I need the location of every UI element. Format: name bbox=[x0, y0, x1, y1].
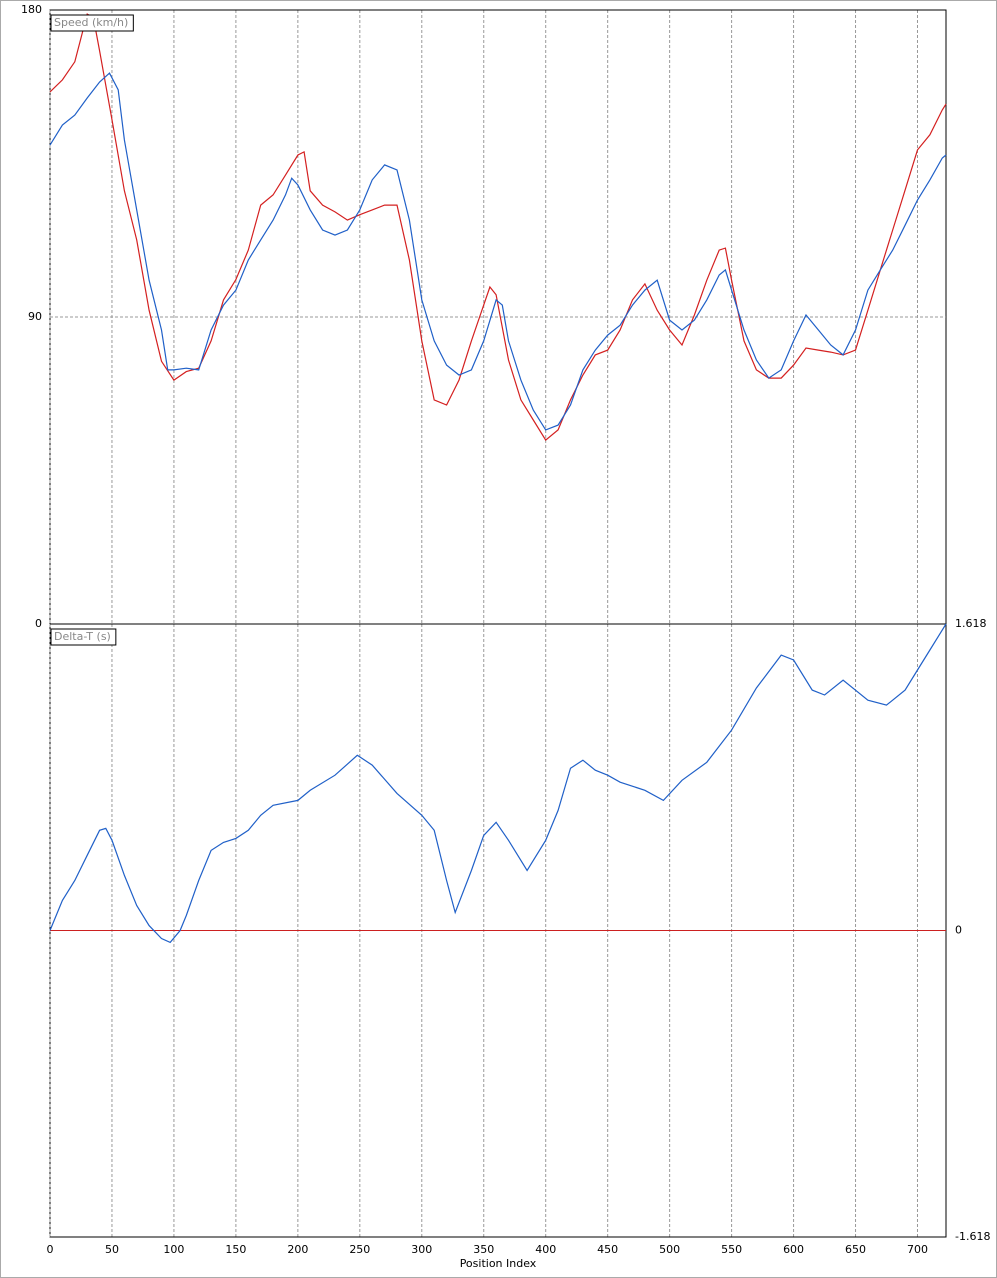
y-tick-label: 0 bbox=[35, 617, 42, 630]
y-tick-label: 1.618 bbox=[955, 617, 987, 630]
x-tick-label: 700 bbox=[907, 1243, 928, 1256]
x-tick-label: 200 bbox=[287, 1243, 308, 1256]
panel-title-box bbox=[50, 628, 117, 646]
x-tick-label: 550 bbox=[721, 1243, 742, 1256]
panel-title: Speed (km/h) bbox=[54, 16, 128, 29]
x-tick-label: 400 bbox=[535, 1243, 556, 1256]
x-tick-label: 250 bbox=[349, 1243, 370, 1256]
series-line bbox=[49, 72, 947, 431]
y-tick-label: 0 bbox=[955, 924, 962, 937]
x-tick-label: 600 bbox=[783, 1243, 804, 1256]
x-tick-label: 150 bbox=[225, 1243, 246, 1256]
series-line bbox=[49, 13, 947, 442]
x-tick-label: 350 bbox=[473, 1243, 494, 1256]
panel-title-box bbox=[50, 14, 134, 32]
panel-title: Delta-T (s) bbox=[54, 630, 111, 643]
x-tick-label: 100 bbox=[163, 1243, 184, 1256]
y-tick-label: 180 bbox=[21, 3, 42, 16]
series-line bbox=[49, 623, 947, 944]
x-axis-label: Position Index bbox=[460, 1257, 537, 1270]
x-tick-label: 300 bbox=[411, 1243, 432, 1256]
x-tick-label: 450 bbox=[597, 1243, 618, 1256]
x-tick-label: 500 bbox=[659, 1243, 680, 1256]
y-tick-label: -1.618 bbox=[955, 1230, 990, 1243]
x-tick-label: 650 bbox=[845, 1243, 866, 1256]
x-tick-label: 0 bbox=[47, 1243, 54, 1256]
x-tick-label: 50 bbox=[105, 1243, 119, 1256]
y-tick-label: 90 bbox=[28, 310, 42, 323]
